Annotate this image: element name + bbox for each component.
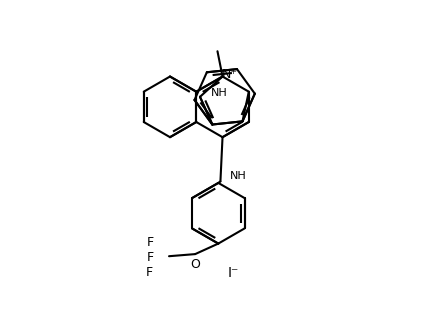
Text: F: F — [147, 236, 153, 249]
Text: O: O — [190, 258, 200, 271]
Text: I⁻: I⁻ — [227, 266, 239, 280]
Text: F: F — [145, 266, 152, 279]
Text: F: F — [147, 251, 153, 264]
Text: NH: NH — [211, 88, 227, 99]
Text: NH: NH — [230, 171, 246, 181]
Text: N⁺: N⁺ — [222, 68, 238, 81]
